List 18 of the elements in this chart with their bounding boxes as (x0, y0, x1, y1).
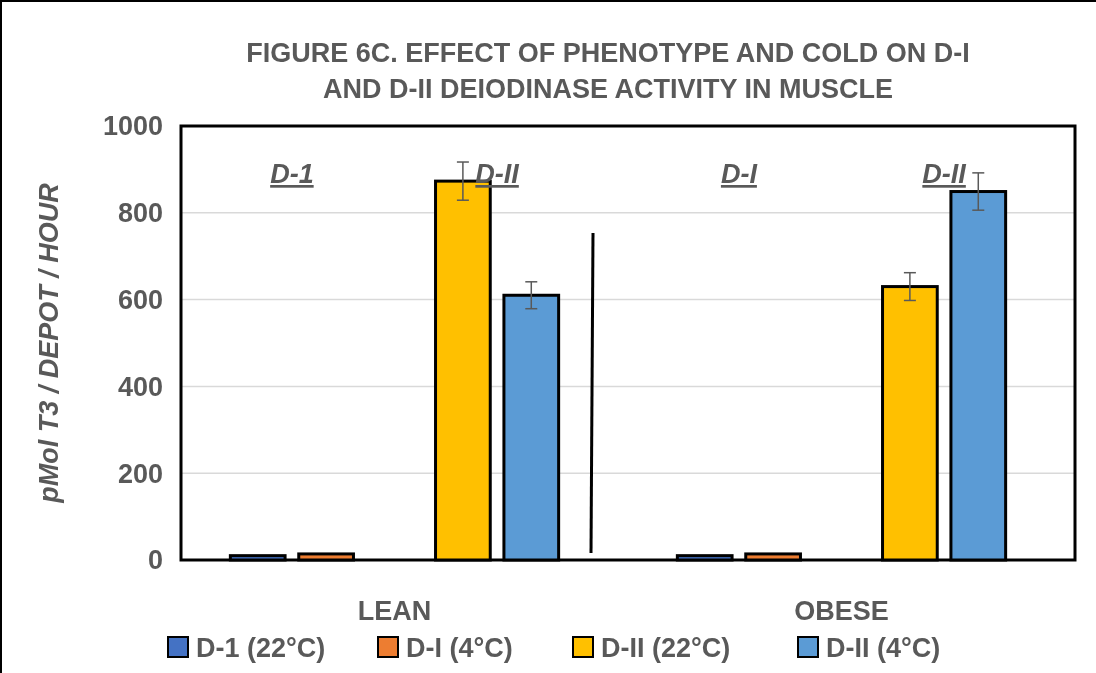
legend-label: D-I (4°C) (406, 633, 513, 664)
y-tick-label: 400 (117, 371, 163, 402)
legend-label: D-II (4°C) (826, 633, 941, 664)
annotation: D-II (922, 159, 967, 189)
x-tick-label: OBESE (794, 596, 889, 626)
y-tick-label: 0 (147, 545, 163, 576)
y-axis-title: pMol T3 / DEPOT / HOUR (34, 182, 64, 504)
chart-title: FIGURE 6C. EFFECT OF PHENOTYPE AND COLD ON D-I AND D-II DEIODINASE ACTIVITY IN MUSCLE (246, 38, 970, 104)
annotation: D-II (475, 159, 520, 189)
annotation: D-I (720, 159, 758, 189)
annotation: D-1 (270, 159, 314, 189)
y-tick-label: 600 (117, 285, 163, 316)
legend-label: D-1 (22°C) (196, 633, 326, 664)
y-tick-label: 1000 (102, 111, 163, 142)
y-tick-label: 200 (117, 458, 163, 489)
y-tick-label: 800 (117, 198, 163, 229)
x-tick-label: LEAN (357, 596, 432, 626)
legend-label: D-II (22°C) (601, 633, 731, 664)
